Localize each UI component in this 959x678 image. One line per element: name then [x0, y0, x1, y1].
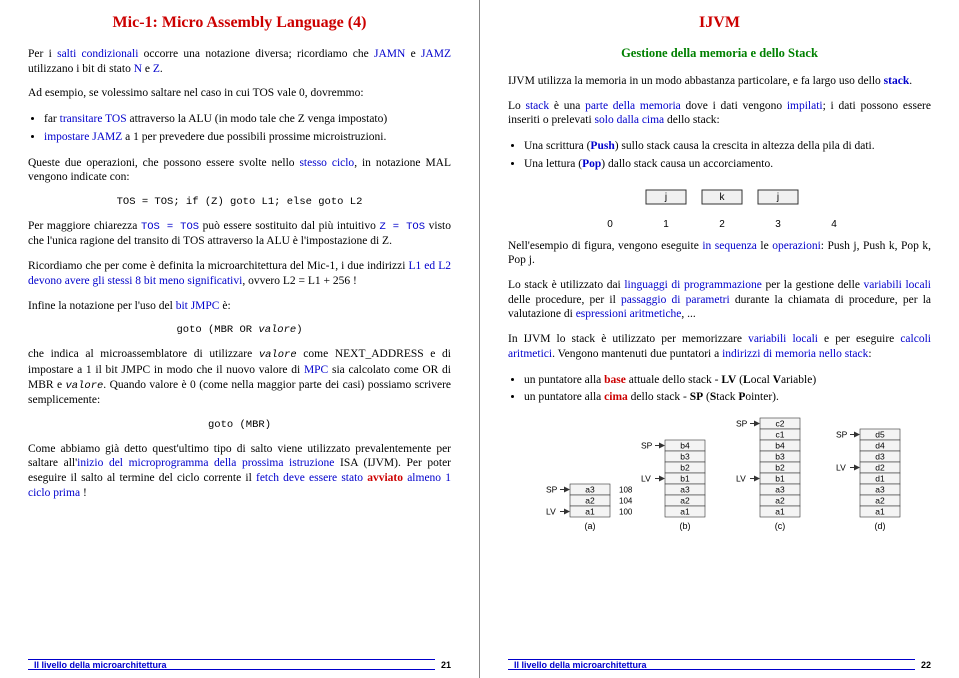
svg-text:a1: a1	[585, 507, 595, 517]
bullet-list: Una scrittura (Push) sullo stack causa l…	[508, 136, 931, 174]
svg-text:SP: SP	[836, 430, 848, 440]
svg-text:a2: a2	[775, 496, 785, 506]
list-item: Una scrittura (Push) sullo stack causa l…	[524, 139, 931, 154]
page-title: IJVM	[508, 14, 931, 32]
list-item: un puntatore alla cima dello stack - SP …	[524, 390, 931, 405]
svg-text:a3: a3	[680, 485, 690, 495]
paragraph: Lo stack è una parte della memoria dove …	[508, 99, 931, 128]
svg-text:a2: a2	[875, 496, 885, 506]
svg-text:LV: LV	[736, 474, 746, 484]
svg-text:a3: a3	[875, 485, 885, 495]
svg-text:100: 100	[619, 508, 633, 517]
svg-text:b1: b1	[680, 474, 690, 484]
stack-diagram-1: 0 j 1 k 2 j 3 4	[570, 182, 870, 230]
paragraph: Ricordiamo che per come è definita la mi…	[28, 259, 451, 288]
page-container: Mic-1: Micro Assembly Language (4) Per i…	[0, 0, 959, 678]
svg-text:SP: SP	[546, 485, 558, 495]
code-block: goto (MBR)	[28, 419, 451, 431]
svg-text:104: 104	[619, 497, 633, 506]
svg-text:d4: d4	[875, 441, 885, 451]
svg-text:4: 4	[831, 219, 837, 230]
svg-text:SP: SP	[736, 419, 748, 429]
svg-text:b1: b1	[775, 474, 785, 484]
page-footer: Il livello della microarchitettura 22	[508, 659, 931, 670]
page-title: Mic-1: Micro Assembly Language (4)	[28, 14, 451, 32]
svg-text:c1: c1	[775, 430, 784, 440]
svg-text:(d): (d)	[874, 521, 885, 531]
list-item: un puntatore alla base attuale dello sta…	[524, 373, 931, 388]
svg-text:b3: b3	[680, 452, 690, 462]
paragraph: Queste due operazioni, che possono esser…	[28, 156, 451, 185]
paragraph: Per maggiore chiarezza TOS = TOS può ess…	[28, 219, 451, 249]
svg-text:0: 0	[607, 219, 613, 230]
svg-text:d5: d5	[875, 430, 885, 440]
svg-text:2: 2	[719, 219, 725, 230]
page-number: 21	[441, 660, 451, 670]
svg-text:b2: b2	[775, 463, 785, 473]
paragraph: Per i salti condizionali occorre una not…	[28, 47, 451, 76]
paragraph: Come abbiamo già detto quest'ultimo tipo…	[28, 442, 451, 501]
paragraph: IJVM utilizza la memoria in un modo abba…	[508, 74, 931, 89]
page-number: 22	[921, 660, 931, 670]
code-block: goto (MBR OR valore)	[28, 324, 451, 336]
svg-text:108: 108	[619, 486, 633, 495]
list-item: far transitare TOS attraverso la ALU (in…	[44, 112, 451, 127]
svg-text:a1: a1	[875, 507, 885, 517]
svg-text:d2: d2	[875, 463, 885, 473]
svg-text:SP: SP	[641, 441, 653, 451]
list-item: impostare JAMZ a 1 per prevedere due pos…	[44, 130, 451, 145]
footer-bar: Il livello della microarchitettura	[508, 659, 915, 670]
svg-text:LV: LV	[641, 474, 651, 484]
svg-text:LV: LV	[546, 507, 556, 517]
right-page: IJVM Gestione della memoria e dello Stac…	[480, 0, 959, 678]
code-block: TOS = TOS; if (Z) goto L1; else goto L2	[28, 196, 451, 208]
page-subtitle: Gestione della memoria e dello Stack	[508, 46, 931, 61]
list-item: Una lettura (Pop) dallo stack causa un a…	[524, 157, 931, 172]
svg-text:b4: b4	[680, 441, 690, 451]
paragraph: Infine la notazione per l'uso del bit JM…	[28, 299, 451, 314]
paragraph: Lo stack è utilizzato dai linguaggi di p…	[508, 278, 931, 322]
svg-text:b3: b3	[775, 452, 785, 462]
bullet-list: un puntatore alla base attuale dello sta…	[508, 370, 931, 408]
svg-text:j: j	[775, 192, 778, 203]
svg-text:a3: a3	[585, 485, 595, 495]
left-page: Mic-1: Micro Assembly Language (4) Per i…	[0, 0, 479, 678]
svg-text:3: 3	[775, 219, 781, 230]
paragraph: che indica al microassemblatore di utili…	[28, 347, 451, 407]
paragraph: In IJVM lo stack è utilizzato per memori…	[508, 332, 931, 361]
svg-text:1: 1	[663, 219, 669, 230]
svg-text:d3: d3	[875, 452, 885, 462]
svg-text:d1: d1	[875, 474, 885, 484]
svg-text:(a): (a)	[584, 521, 595, 531]
footer-bar: Il livello della microarchitettura	[28, 659, 435, 670]
svg-text:a2: a2	[680, 496, 690, 506]
svg-text:LV: LV	[836, 463, 846, 473]
svg-text:b2: b2	[680, 463, 690, 473]
svg-text:a1: a1	[680, 507, 690, 517]
svg-text:a3: a3	[775, 485, 785, 495]
svg-text:c2: c2	[775, 419, 784, 429]
svg-text:a2: a2	[585, 496, 595, 506]
paragraph: Ad esempio, se volessimo saltare nel cas…	[28, 86, 451, 101]
svg-text:(c): (c)	[774, 521, 785, 531]
bullet-list: far transitare TOS attraverso la ALU (in…	[28, 109, 451, 147]
svg-text:j: j	[663, 192, 666, 203]
svg-text:a1: a1	[775, 507, 785, 517]
svg-text:(b): (b)	[679, 521, 690, 531]
stack-diagram-2: a3a2a1108104100SPLV(a)b4b3b2b1a3a2a1SPLV…	[515, 415, 925, 533]
svg-text:b4: b4	[775, 441, 785, 451]
page-footer: Il livello della microarchitettura 21	[28, 659, 451, 670]
paragraph: Nell'esempio di figura, vengono eseguite…	[508, 239, 931, 268]
